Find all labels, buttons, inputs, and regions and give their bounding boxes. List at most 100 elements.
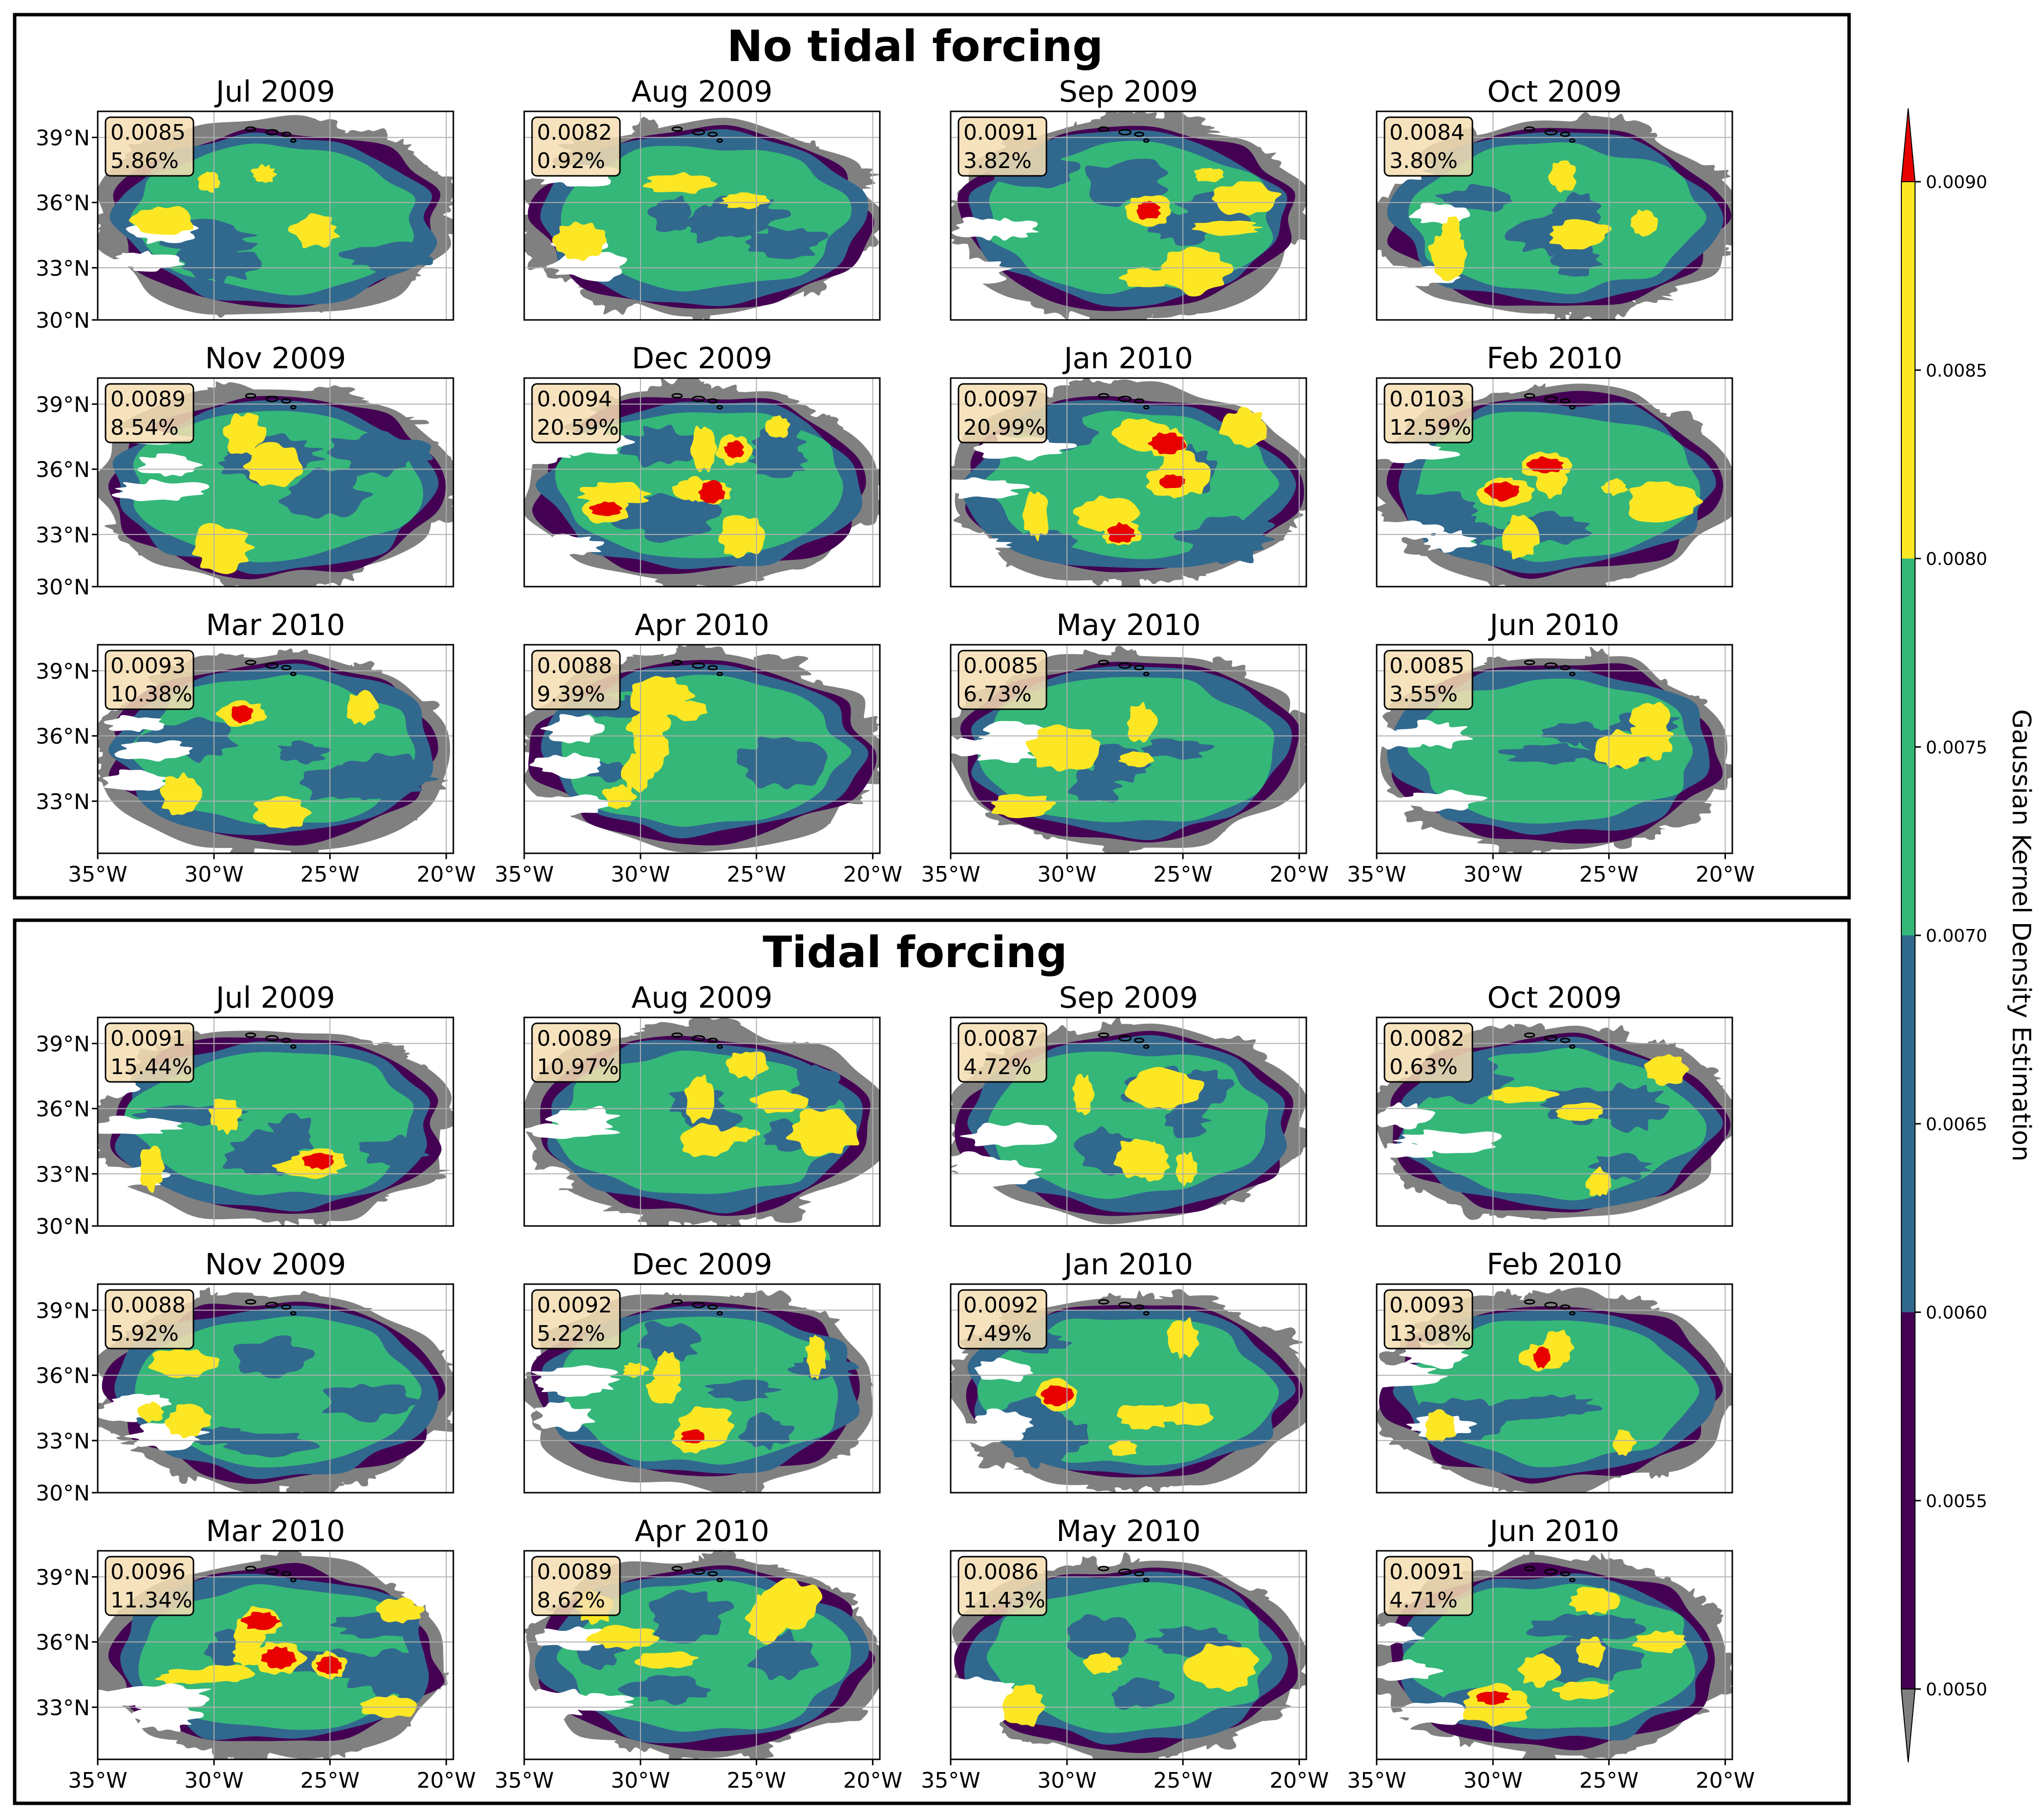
lon-tick-label: 30°W [1037,1768,1097,1793]
map-panel: 0.0089 10.97% Aug 2009 [523,981,881,1227]
lat-tick-label: 39°N [36,659,90,684]
lon-tick-label: 25°W [1579,862,1639,887]
density-field [1377,1017,1732,1226]
max-density-value: 0.0086 [963,1560,1039,1585]
density-field [951,645,1306,853]
max-density-value: 0.0088 [537,654,612,678]
percent-value: 8.62% [537,1588,605,1613]
max-density-value: 0.0089 [110,387,186,412]
map-panel: 0.0088 5.92% Nov 2009 39°N 36°N 33°N 30°N [36,1247,454,1506]
colorbar-segment [1901,182,1915,559]
max-density-value: 0.0091 [1389,1560,1465,1585]
percent-value: 10.38% [110,682,192,707]
percent-value: 0.63% [1389,1055,1458,1079]
stat-box [105,383,194,444]
percent-value: 10.97% [537,1055,619,1079]
stat-box [105,1022,194,1083]
lon-tick-label: 20°W [843,1768,903,1793]
panel-title: Jun 2010 [1488,1514,1619,1548]
lat-tick-label: 39°N [36,1298,90,1323]
panel-title: Mar 2010 [206,608,345,642]
percent-value: 7.49% [963,1321,1032,1346]
lat-tick-label: 30°N [36,575,90,600]
lon-tick-label: 35°W [494,862,554,887]
percent-value: 4.71% [1389,1588,1458,1613]
lat-tick-label: 30°N [36,1214,90,1239]
stat-box [1384,383,1473,444]
lon-tick-label: 35°W [921,1768,980,1793]
panel-frame [1376,1550,1733,1760]
panel-frame [1376,644,1733,854]
lat-tick-label: 39°N [36,1565,90,1590]
percent-value: 5.86% [110,148,179,173]
lon-tick-label: 30°W [184,1768,244,1793]
lat-tick-label: 39°N [36,126,90,150]
stat-box [531,1022,621,1083]
lat-tick-label: 30°N [36,308,90,333]
max-density-value: 0.0091 [963,120,1039,145]
map-panel: 0.0089 8.54% Nov 2009 39°N 36°N 33°N 30°N [36,341,454,600]
colorbar: 0.0050 0.0055 0.0060 0.0065 0.0070 0.0075 0.00… [1900,108,2036,1763]
panel-title: Sep 2009 [1059,981,1198,1015]
lon-tick-label: 20°W [417,862,476,887]
percent-value: 3.80% [1389,148,1458,173]
lon-tick-label: 20°W [1696,1768,1755,1793]
stat-box [958,1022,1047,1083]
percent-value: 0.92% [537,148,605,173]
section-frame [13,13,1851,900]
panel-frame [97,377,454,588]
panel-title: Aug 2009 [632,981,773,1015]
panel-frame [950,1016,1307,1227]
lon-tick-label: 30°W [184,862,244,887]
density-field [98,1284,453,1493]
section-tidal: Tidal forcing 0.0091 15.44% Jul 2009 39°N 36°… [13,918,1851,1805]
panel-title: Sep 2009 [1059,75,1198,109]
panel-frame [1376,1283,1733,1494]
map-panel: 0.0091 15.44% Jul 2009 39°N 36°N 33°N 30°N [36,981,454,1239]
percent-value: 9.39% [537,682,605,707]
panel-title: Jun 2010 [1488,608,1619,642]
lat-tick-label: 33°N [36,523,90,548]
panel-title: Feb 2010 [1487,341,1622,376]
colorbar-tick-label: 0.0055 [1926,1491,1987,1511]
panel-frame [950,110,1307,321]
panel-title: Apr 2010 [635,1514,769,1548]
panel-title: Nov 2009 [205,341,346,376]
percent-value: 3.82% [963,148,1032,173]
colorbar-tick-label: 0.0060 [1926,1303,1987,1323]
lon-tick-label: 25°W [727,862,787,887]
percent-value: 11.43% [963,1588,1045,1613]
map-panel: 0.0103 12.59% Feb 2010 [1376,341,1733,588]
lon-tick-label: 25°W [300,862,360,887]
percent-value: 20.99% [963,415,1045,440]
stat-box [1384,650,1473,710]
max-density-value: 0.0082 [1389,1026,1465,1051]
colorbar-segment [1901,935,1915,1312]
lat-tick-label: 36°N [36,1097,90,1122]
stat-box [958,1289,1047,1350]
panel-title: Apr 2010 [635,608,769,642]
lat-tick-label: 33°N [36,1162,90,1187]
map-panel: 0.0089 8.62% Apr 2010 35°W 30°W 25°W 20°W [494,1514,902,1793]
lon-tick-label: 25°W [1153,1768,1213,1793]
lat-tick-label: 36°N [36,458,90,483]
lon-tick-label: 25°W [300,1768,360,1793]
section-title: No tidal forcing [727,21,1103,71]
percent-value: 6.73% [963,682,1032,707]
panel-frame [523,1550,881,1760]
panel-title: Nov 2009 [205,1247,346,1282]
density-field [951,1284,1306,1493]
max-density-value: 0.0085 [963,654,1039,678]
lon-tick-label: 35°W [494,1768,554,1793]
section-title: Tidal forcing [763,927,1067,977]
panel-frame [1376,1016,1733,1227]
lon-tick-label: 20°W [1696,862,1755,887]
percent-value: 13.08% [1389,1321,1471,1346]
lon-tick-label: 25°W [1153,862,1213,887]
panel-title: May 2010 [1056,1514,1201,1548]
colorbar-tick-label: 0.0080 [1926,549,1987,570]
max-density-value: 0.0089 [537,1560,612,1585]
max-density-value: 0.0085 [1389,654,1465,678]
max-density-value: 0.0087 [963,1026,1039,1051]
